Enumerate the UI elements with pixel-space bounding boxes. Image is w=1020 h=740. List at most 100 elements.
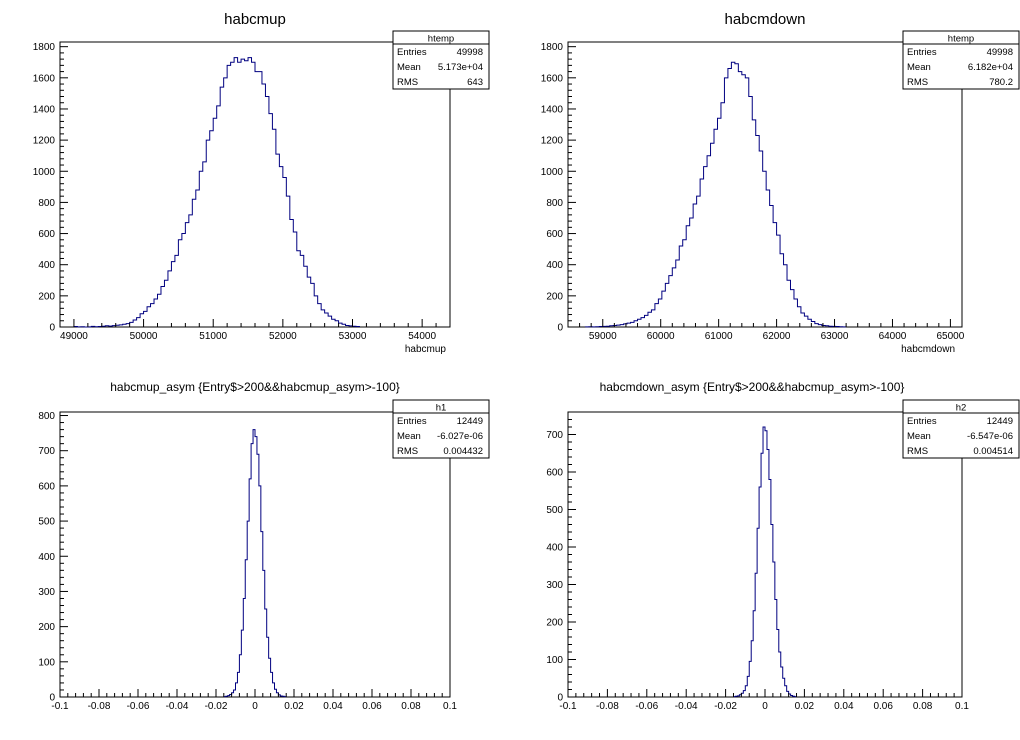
x-tick-label: -0.02	[714, 701, 737, 712]
histogram-bin	[763, 427, 765, 697]
histogram-bin	[658, 299, 661, 327]
stats-label-rms: RMS	[907, 77, 928, 88]
histogram-bars	[585, 62, 846, 327]
histogram-bin	[147, 307, 150, 327]
x-tick-label: 49000	[60, 331, 88, 342]
stats-value-entries: 12449	[457, 416, 483, 427]
histogram-bin	[672, 268, 675, 327]
histogram-bin	[767, 450, 769, 698]
y-tick-label: 0	[49, 323, 55, 334]
histogram-bin	[297, 251, 300, 327]
panel-3: habcmup_asym {Entry$>200&&habcmup_asym>-…	[38, 380, 490, 712]
x-tick-label: 0.1	[955, 701, 969, 712]
x-tick-label: -0.1	[559, 701, 577, 712]
histogram-bin	[178, 240, 181, 327]
y-tick-label: 200	[38, 291, 55, 302]
stats-value-entries: 49998	[987, 47, 1013, 58]
histogram-bin	[655, 304, 658, 327]
x-tick-label: 52000	[269, 331, 297, 342]
histogram-bin	[770, 206, 773, 327]
panel-4: habcmdown_asym {Entry$>200&&habcmup_asym…	[546, 380, 1020, 712]
histogram-bin	[206, 140, 209, 327]
histogram-outline	[584, 61, 847, 328]
y-tick-label: 800	[38, 411, 55, 422]
histogram-bin	[641, 318, 644, 327]
histogram-bin	[140, 314, 143, 327]
stats-value-mean: -6.027e-06	[437, 431, 483, 442]
histogram-bin	[171, 262, 174, 327]
stats-value-mean: -6.547e-06	[967, 431, 1013, 442]
histogram-bin	[742, 75, 745, 327]
histogram-bin	[697, 196, 700, 327]
histogram-bin	[662, 291, 665, 327]
histogram-bars	[74, 58, 360, 327]
histogram-bin	[252, 62, 255, 327]
histogram-bin	[763, 171, 766, 327]
histogram-bin	[683, 240, 686, 327]
x-tick-label: -0.06	[127, 701, 150, 712]
histogram-bin	[766, 190, 769, 327]
histogram-bin	[811, 322, 814, 327]
y-tick-label: 100	[38, 657, 55, 668]
histogram-bin	[290, 220, 293, 327]
histogram-bin	[168, 271, 171, 327]
histogram-bin	[731, 62, 734, 327]
histogram-bin	[749, 97, 752, 327]
x-tick-label: 0.02	[284, 701, 304, 712]
histogram-bin	[192, 199, 195, 327]
histogram-bin	[279, 167, 282, 327]
histogram-bin	[154, 299, 157, 327]
y-tick-label: 300	[38, 587, 55, 598]
stats-label-mean: Mean	[907, 62, 931, 73]
x-tick-label: -0.02	[205, 701, 228, 712]
stats-value-entries: 12449	[987, 416, 1013, 427]
histogram-bin	[133, 320, 136, 327]
histogram-bin	[248, 58, 251, 327]
histogram-bin	[158, 294, 161, 327]
y-tick-label: 0	[557, 693, 563, 704]
histogram-bin	[804, 316, 807, 327]
histogram-bin	[756, 135, 759, 327]
y-tick-label: 600	[38, 229, 55, 240]
histogram-bin	[245, 61, 248, 327]
panel-1: habcmup 49000 50000 51000 52000 53000 54000 0 20…	[33, 11, 490, 355]
histogram-bin	[189, 215, 192, 327]
y-tick-label: 600	[38, 481, 55, 492]
histogram-bin	[777, 235, 780, 327]
histogram-bin	[199, 171, 202, 327]
histogram-bin	[735, 64, 738, 327]
y-tick-label: 800	[38, 198, 55, 209]
x-tick-label: 64000	[879, 331, 907, 342]
histogram-bin	[286, 196, 289, 327]
y-tick-label: 200	[546, 291, 563, 302]
histogram-bin	[161, 287, 164, 327]
stats-label-mean: Mean	[397, 431, 421, 442]
histogram-bin	[253, 430, 255, 697]
histogram-bin	[137, 318, 140, 327]
histogram-bin	[196, 190, 199, 327]
x-tick-label: 60000	[647, 331, 675, 342]
y-tick-label: 1800	[33, 42, 56, 53]
chart-title: habcmdown	[725, 11, 806, 28]
stats-box-frame	[392, 399, 490, 459]
stats-box-name: h2	[956, 403, 967, 414]
histogram-bin	[276, 154, 279, 327]
histogram-bin	[217, 106, 220, 327]
histogram-bin	[784, 265, 787, 327]
histogram-bin	[745, 78, 748, 327]
histogram-bin	[213, 118, 216, 327]
histogram-bin	[311, 283, 314, 327]
x-tick-label: 0.06	[873, 701, 893, 712]
histogram-bin	[151, 304, 154, 327]
x-axis-label: habcmdown	[901, 344, 955, 355]
histogram-bin	[335, 321, 338, 327]
histogram-bin	[304, 266, 307, 327]
stats-box-name: h1	[436, 403, 447, 414]
stats-box-frame	[392, 30, 490, 90]
histogram-bin	[787, 280, 790, 327]
histogram-bin	[724, 78, 727, 327]
y-tick-label: 500	[38, 517, 55, 528]
x-tick-label: 50000	[130, 331, 158, 342]
